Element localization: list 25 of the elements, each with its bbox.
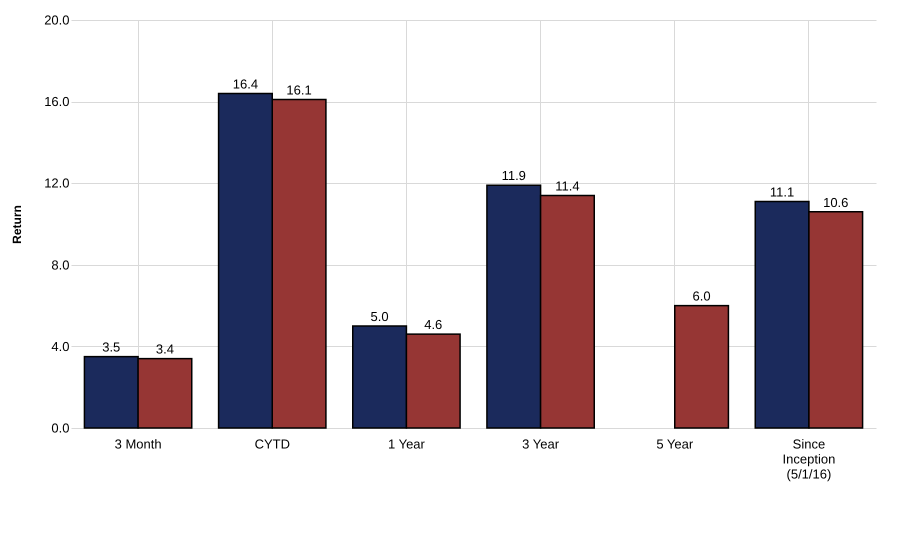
data-label: 5.0 — [370, 309, 389, 324]
x-tick-label: CYTD — [254, 436, 290, 452]
y-tick-label: 20.0 — [44, 12, 70, 28]
data-label: 3.5 — [102, 340, 120, 355]
x-tick-label: 1 Year — [388, 436, 426, 452]
y-tick-label: 8.0 — [51, 257, 70, 272]
bar — [674, 304, 730, 429]
y-tick-label: 12.0 — [44, 176, 70, 191]
data-label: 4.6 — [424, 317, 442, 332]
data-label: 10.6 — [823, 194, 848, 210]
data-label: 11.9 — [502, 168, 526, 184]
x-tick-label: 5 Year — [656, 436, 694, 452]
x-tick-label: 3 Year — [522, 436, 560, 452]
data-label: 16.4 — [232, 76, 258, 92]
y-tick-label: 4.0 — [51, 338, 70, 354]
y-tick-label: 0.0 — [51, 420, 70, 436]
x-tick-label: Since Inception (5/1/16) — [782, 436, 836, 482]
data-label: 11.1 — [770, 184, 794, 200]
data-label: 11.4 — [555, 178, 580, 194]
data-label: 3.4 — [156, 342, 174, 357]
y-axis-title: Return — [10, 205, 24, 244]
x-tick-label: 3 Month — [114, 436, 162, 452]
y-tick-label: 16.0 — [44, 94, 70, 110]
data-label: 16.1 — [286, 82, 312, 98]
data-label: 6.0 — [692, 288, 711, 304]
